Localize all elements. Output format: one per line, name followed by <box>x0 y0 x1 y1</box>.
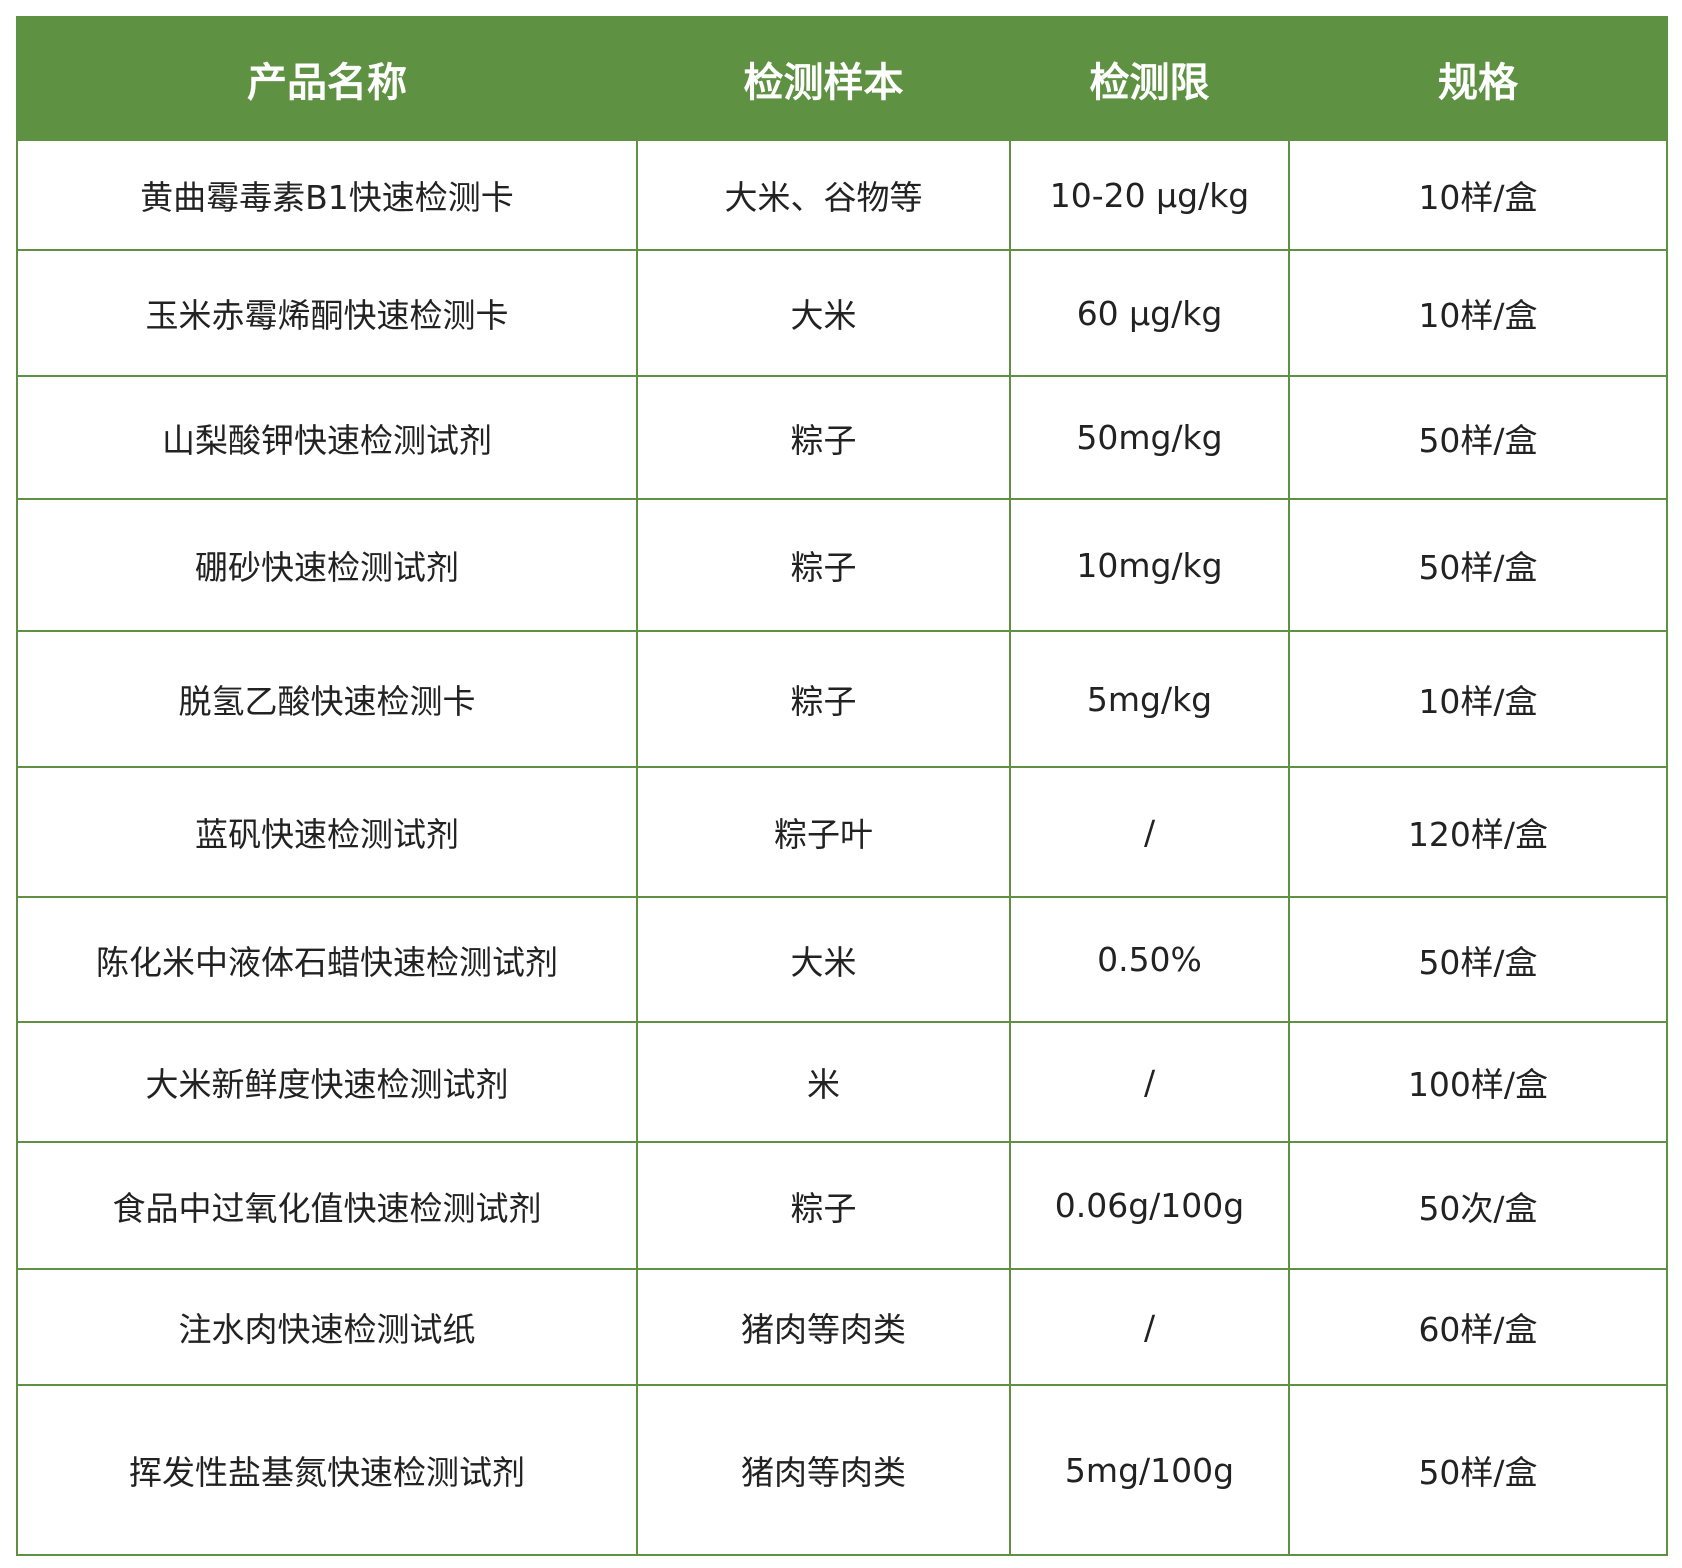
header-cell: 检测样本 <box>636 16 1011 141</box>
table-row: 大米新鲜度快速检测试剂米/100样/盒 <box>16 1021 1668 1143</box>
header-cell: 规格 <box>1288 16 1668 141</box>
header-cell: 产品名称 <box>16 16 638 141</box>
table-cell: 60 μg/kg <box>1009 249 1290 377</box>
table-row: 黄曲霉毒素B1快速检测卡 大米、谷物等 10-20 μg/kg 10样/盒 <box>16 139 1668 251</box>
table-body: 黄曲霉毒素B1快速检测卡 大米、谷物等 10-20 μg/kg 10样/盒 玉米赤霉烯酮… <box>16 139 1668 1556</box>
table-cell: 10样/盒 <box>1288 630 1668 768</box>
header-cell: 检测限 <box>1009 16 1290 141</box>
table-cell: / <box>1009 766 1290 898</box>
table-cell: 50样/盒 <box>1288 498 1668 632</box>
table-cell: 大米 <box>636 896 1011 1023</box>
table-cell: 5mg/kg <box>1009 630 1290 768</box>
table-cell: 食品中过氧化值快速检测试剂 <box>16 1141 638 1270</box>
table-cell: 50样/盒 <box>1288 896 1668 1023</box>
table-cell: 大米 <box>636 249 1011 377</box>
table-cell: 山梨酸钾快速检测试剂 <box>16 375 638 500</box>
table-cell: / <box>1009 1268 1290 1386</box>
table-cell: 120样/盒 <box>1288 766 1668 898</box>
table-cell: 黄曲霉毒素B1快速检测卡 <box>16 139 638 251</box>
table-cell: 大米、谷物等 <box>636 139 1011 251</box>
table-cell: 0.50% <box>1009 896 1290 1023</box>
table-row: 食品中过氧化值快速检测试剂 粽子 0.06g/100g 50次/盒 <box>16 1141 1668 1270</box>
table-cell: 60样/盒 <box>1288 1268 1668 1386</box>
table-row: 蓝矾快速检测试剂 粽子叶/120样/盒 <box>16 766 1668 898</box>
table-row: 山梨酸钾快速检测试剂 粽子 50mg/kg 50样/盒 <box>16 375 1668 500</box>
table-cell: 米 <box>636 1021 1011 1143</box>
table-cell: 注水肉快速检测试纸 <box>16 1268 638 1386</box>
header-row: 产品名称 检测样本 检测限 规格 <box>16 16 1668 141</box>
table-cell: 大米新鲜度快速检测试剂 <box>16 1021 638 1143</box>
table-cell: 粽子叶 <box>636 766 1011 898</box>
table-cell: 陈化米中液体石蜡快速检测试剂 <box>16 896 638 1023</box>
table-row: 陈化米中液体石蜡快速检测试剂 大米 0.50% 50样/盒 <box>16 896 1668 1023</box>
table-cell: 10样/盒 <box>1288 139 1668 251</box>
table-cell: 50次/盒 <box>1288 1141 1668 1270</box>
table-cell: 粽子 <box>636 1141 1011 1270</box>
table-cell: / <box>1009 1021 1290 1143</box>
table-cell: 粽子 <box>636 630 1011 768</box>
table-cell: 粽子 <box>636 498 1011 632</box>
table-cell: 玉米赤霉烯酮快速检测卡 <box>16 249 638 377</box>
table-cell: 5mg/100g <box>1009 1384 1290 1556</box>
table-wrap: 产品名称 检测样本 检测限 规格 黄曲霉毒素B1快速检测卡 大米、谷物等 10-20 μg… <box>16 16 1668 1556</box>
product-table: 产品名称 检测样本 检测限 规格 黄曲霉毒素B1快速检测卡 大米、谷物等 10-20 μg… <box>16 16 1668 1556</box>
table-cell: 50样/盒 <box>1288 375 1668 500</box>
table-cell: 50mg/kg <box>1009 375 1290 500</box>
table-cell: 蓝矾快速检测试剂 <box>16 766 638 898</box>
table-cell: 100样/盒 <box>1288 1021 1668 1143</box>
table-cell: 猪肉等肉类 <box>636 1384 1011 1556</box>
table-row: 脱氢乙酸快速检测卡 粽子 5mg/kg 10样/盒 <box>16 630 1668 768</box>
table-cell: 10样/盒 <box>1288 249 1668 377</box>
table-cell: 硼砂快速检测试剂 <box>16 498 638 632</box>
table-cell: 粽子 <box>636 375 1011 500</box>
table-row: 注水肉快速检测试纸 猪肉等肉类/60样/盒 <box>16 1268 1668 1386</box>
table-cell: 猪肉等肉类 <box>636 1268 1011 1386</box>
table-cell: 0.06g/100g <box>1009 1141 1290 1270</box>
table-cell: 10mg/kg <box>1009 498 1290 632</box>
table-cell: 50样/盒 <box>1288 1384 1668 1556</box>
table-cell: 挥发性盐基氮快速检测试剂 <box>16 1384 638 1556</box>
table-cell: 脱氢乙酸快速检测卡 <box>16 630 638 768</box>
table-row: 玉米赤霉烯酮快速检测卡 大米 60 μg/kg 10样/盒 <box>16 249 1668 377</box>
table-row: 挥发性盐基氮快速检测试剂 猪肉等肉类 5mg/100g 50样/盒 <box>16 1384 1668 1556</box>
table-row: 硼砂快速检测试剂 粽子 10mg/kg 50样/盒 <box>16 498 1668 632</box>
table-cell: 10-20 μg/kg <box>1009 139 1290 251</box>
